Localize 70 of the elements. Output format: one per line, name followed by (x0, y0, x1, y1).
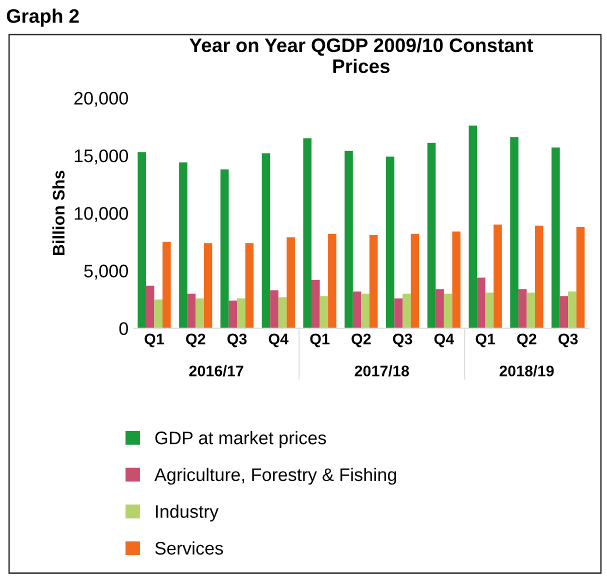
y-tick-label: 5,000 (84, 264, 128, 280)
bar (328, 234, 336, 328)
bar (344, 150, 353, 328)
bar (436, 289, 444, 328)
y-tick-label: 20,000 (74, 92, 128, 107)
y-tick-label: 15,000 (74, 149, 128, 164)
x-tick-label: Q2 (352, 334, 371, 348)
legend-label: Services (155, 541, 223, 555)
text: 2018/19 (500, 365, 554, 377)
bar (196, 298, 204, 328)
bar (410, 234, 420, 328)
bar (204, 243, 212, 328)
bar (494, 224, 502, 328)
x-tick-label: Q1 (144, 334, 164, 348)
x-tick-label: Q4 (434, 334, 454, 348)
bar (576, 226, 585, 328)
bar (427, 142, 436, 328)
bar (286, 237, 295, 328)
bar (154, 300, 163, 328)
text: 2016/17 (189, 365, 244, 377)
x-tick-label: Q2 (186, 334, 206, 348)
bar (568, 291, 576, 328)
bar (303, 138, 312, 328)
legend-label: Industry (156, 504, 219, 522)
bar (510, 137, 518, 328)
bar (237, 298, 246, 328)
legend-label: GDP at market prices (155, 431, 326, 448)
bar (452, 232, 460, 328)
bar (402, 294, 411, 328)
legend-label: Agriculture, Forestry & Fishing (154, 468, 396, 485)
bar (361, 294, 370, 328)
bar (312, 280, 320, 328)
bar (444, 294, 452, 328)
bar (187, 294, 196, 328)
x-tick-label: Q2 (517, 334, 536, 348)
y-tick-label: 10,000 (74, 207, 128, 222)
bar (179, 162, 188, 328)
x-tick-label: Q4 (268, 334, 288, 348)
bar (526, 292, 535, 328)
x-tick-label: Q1 (476, 334, 496, 348)
bar (278, 297, 287, 328)
bar (162, 242, 171, 328)
bar (228, 300, 238, 328)
bar (477, 278, 486, 328)
bar (369, 235, 378, 328)
bar (138, 152, 146, 328)
caption: Graph 2 (6, 8, 79, 27)
bar (394, 298, 403, 328)
bar (270, 290, 278, 328)
bar (220, 169, 229, 328)
y-tick-label: 0 (119, 322, 128, 336)
bar (320, 296, 328, 328)
bar (352, 291, 362, 328)
bar (518, 289, 527, 328)
bar (468, 126, 478, 328)
x-tick-label: Q3 (227, 334, 247, 348)
chart-title: Year on Year QGDP 2009/10 Constant Prices (189, 38, 533, 74)
x-tick-label: Q1 (310, 334, 330, 348)
bar (534, 226, 544, 328)
bar (245, 243, 254, 328)
text: 2017/18 (354, 365, 410, 377)
x-tick-label: Q3 (558, 334, 578, 348)
bar (560, 296, 568, 328)
bar (262, 153, 270, 328)
y-axis-title: Billion Shs (52, 170, 65, 256)
bar (485, 292, 494, 328)
bar (552, 147, 560, 328)
bar (386, 156, 394, 328)
bar (146, 286, 154, 328)
x-tick-label: Q3 (392, 334, 412, 348)
